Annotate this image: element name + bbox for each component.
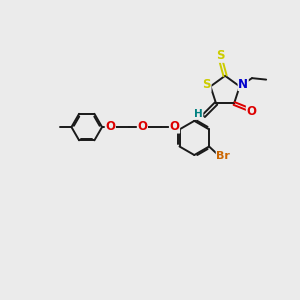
Text: N: N: [238, 77, 248, 91]
Text: O: O: [137, 120, 147, 133]
Text: O: O: [247, 105, 256, 118]
Text: S: S: [202, 78, 211, 92]
Text: S: S: [216, 49, 225, 62]
Text: O: O: [169, 120, 179, 133]
Text: Br: Br: [216, 151, 230, 161]
Text: H: H: [194, 110, 203, 119]
Text: O: O: [105, 120, 115, 133]
